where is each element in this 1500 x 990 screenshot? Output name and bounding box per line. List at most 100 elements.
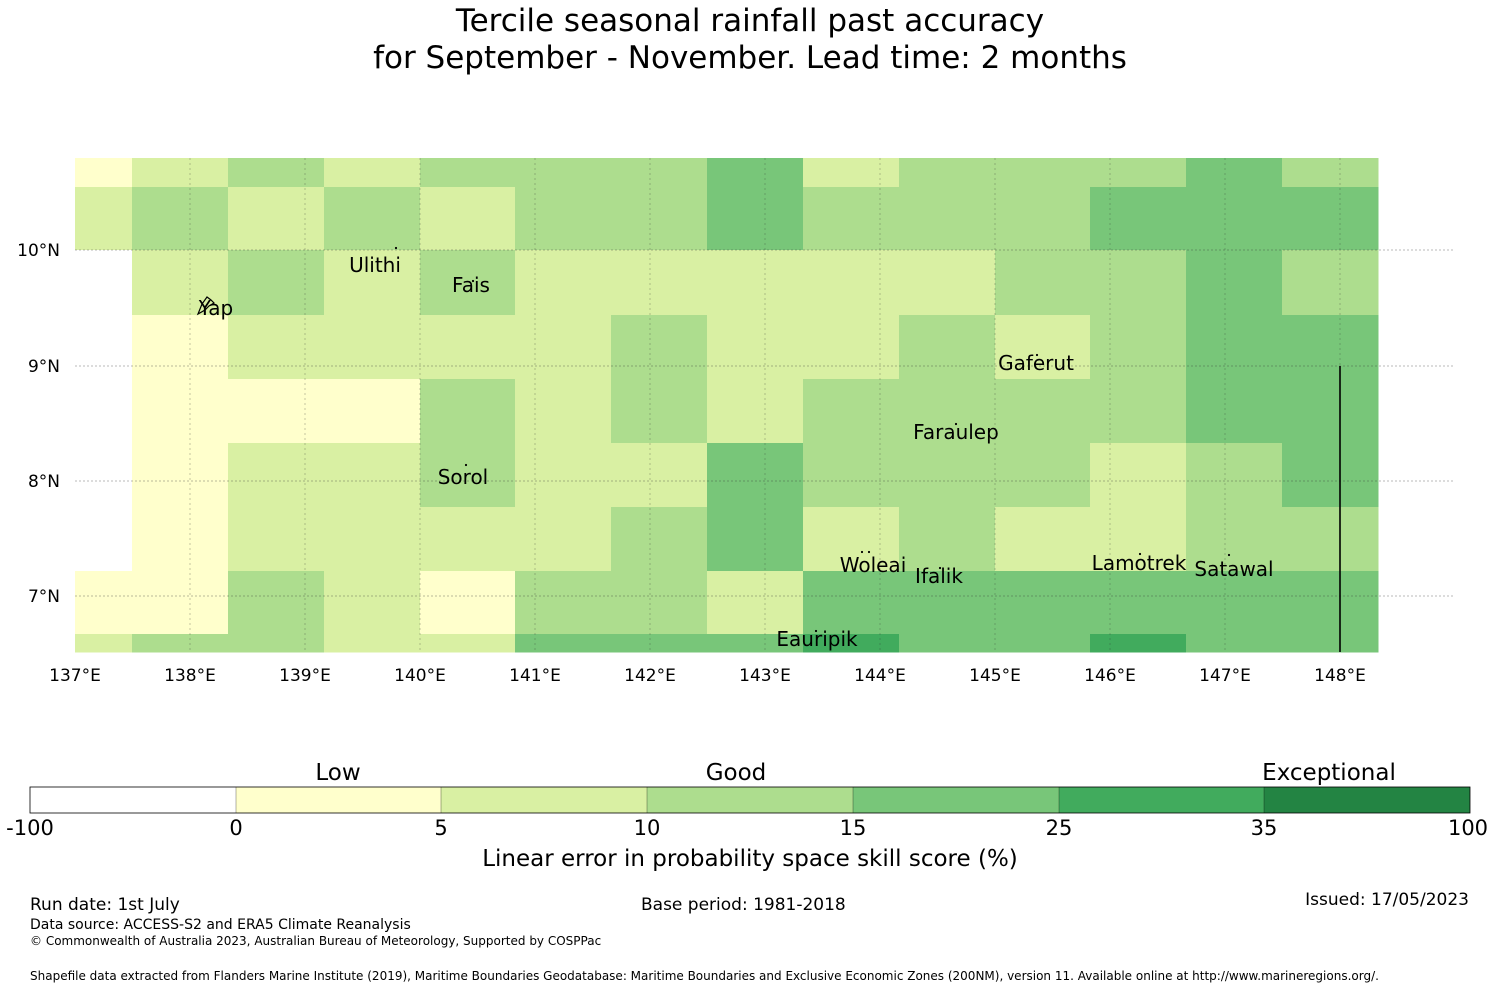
place-label: Lamotrek: [1092, 551, 1187, 575]
grid-cell: [995, 443, 1091, 508]
grid-cell: [132, 379, 229, 444]
grid-cell: [1282, 158, 1379, 188]
colorbar-category-low: Low: [315, 760, 361, 786]
grid-cell: [1282, 507, 1379, 572]
grid-cell: [420, 379, 516, 444]
colorbar-tick: 5: [434, 816, 448, 840]
grid-cell: [995, 507, 1091, 572]
grid-cell: [707, 379, 804, 444]
colorbar-segment: [1059, 787, 1264, 813]
grid-cell: [420, 634, 516, 653]
lon-tick-label: 142°E: [624, 666, 676, 686]
grid-cell: [515, 634, 612, 653]
colorbar-tick: 0: [229, 816, 243, 840]
colorbar: [29, 786, 1471, 814]
place-label: Eauripik: [776, 627, 858, 651]
lon-tick-label: 139°E: [279, 666, 331, 686]
colorbar-tick: 25: [1045, 816, 1073, 840]
grid-cell: [803, 187, 900, 251]
grid-cell: [1282, 187, 1379, 251]
grid-cell: [899, 315, 996, 380]
grid-cell: [995, 187, 1091, 251]
grid-cell: [75, 315, 133, 380]
grid-cell: [75, 443, 133, 508]
colorbar-tick: -100: [6, 816, 54, 840]
grid-cell: [995, 379, 1091, 444]
grid-cell: [803, 250, 900, 316]
grid-cell: [899, 634, 996, 653]
colorbar-tick: 100: [1447, 816, 1489, 840]
grid-cell: [899, 571, 996, 635]
grid-cell: [1282, 315, 1379, 380]
grid-cell: [1282, 443, 1379, 508]
grid-cell: [420, 187, 516, 251]
grid-cell: [420, 315, 516, 380]
grid-cell: [899, 250, 996, 316]
grid-cell: [611, 443, 708, 508]
island-marker: [464, 463, 468, 467]
place-label: Ulithi: [349, 253, 401, 277]
grid-cell: [420, 443, 516, 508]
island-marker: [814, 629, 818, 633]
grid-cell: [803, 571, 900, 635]
grid-cell: [324, 443, 421, 508]
grid-cell: [611, 315, 708, 380]
grid-cell: [515, 315, 612, 380]
grid-cell: [1090, 158, 1187, 188]
grid-cell: [899, 187, 996, 251]
grid-cell: [515, 443, 612, 508]
grid-cell: [1090, 187, 1187, 251]
lon-tick-label: 148°E: [1314, 666, 1366, 686]
grid-cell: [1186, 634, 1283, 653]
grid-cell: [1186, 158, 1283, 188]
grid-cell: [707, 571, 804, 635]
lat-tick-label: 10°N: [17, 241, 60, 261]
island-marker: [867, 550, 871, 554]
island-marker: [1138, 552, 1142, 556]
lat-tick-label: 9°N: [28, 357, 60, 377]
lon-tick-label: 144°E: [854, 666, 906, 686]
grid-cell: [515, 187, 612, 251]
grid-cell: [228, 443, 325, 508]
place-label: Sorol: [438, 465, 489, 489]
grid-cell: [228, 507, 325, 572]
grid-cell: [132, 158, 229, 188]
lon-tick-label: 140°E: [394, 666, 446, 686]
colorbar-outline: [29, 786, 1471, 814]
base-period: Base period: 1981-2018: [641, 895, 846, 915]
grid-cell: [1090, 443, 1187, 508]
grid-cell: [803, 158, 900, 188]
grid-cell: [803, 443, 900, 508]
skill-grid: [75, 158, 1379, 653]
grid-cell: [899, 158, 996, 188]
grid-cell: [1186, 507, 1283, 572]
grid-cell: [1186, 250, 1283, 316]
grid-cell: [515, 571, 612, 635]
issued-date: Issued: 17/05/2023: [1305, 890, 1469, 910]
island-marker: [938, 566, 942, 570]
grid-cell: [515, 379, 612, 444]
title-line-1: Tercile seasonal rainfall past accuracy: [455, 3, 1045, 39]
grid-cell: [707, 507, 804, 572]
lat-tick-label: 8°N: [28, 472, 60, 492]
colorbar-segment: [853, 787, 1059, 813]
grid-cell: [75, 187, 133, 251]
grid-cell: [324, 634, 421, 653]
grid-cell: [611, 571, 708, 635]
grid-cell: [75, 379, 133, 444]
grid-cell: [420, 571, 516, 635]
place-label: Woleai: [840, 553, 907, 577]
grid-cell: [1282, 571, 1379, 635]
grid-cell: [707, 250, 804, 316]
grid-cell: [324, 250, 421, 316]
grid-cell: [1282, 634, 1379, 653]
lon-tick-label: 146°E: [1084, 666, 1136, 686]
grid-cell: [611, 379, 708, 444]
lat-tick-label: 7°N: [28, 587, 60, 607]
island-marker: [394, 246, 398, 250]
grid-cell: [995, 158, 1091, 188]
longitude-labels: 137°E 138°E 139°E 140°E 141°E 142°E 143°E 144°E…: [49, 666, 1366, 686]
shapefile-credit: Shapefile data extracted from Flanders M…: [30, 969, 1379, 983]
colorbar-tick: 35: [1250, 816, 1278, 840]
colorbar-category-exceptional: Exceptional: [1262, 760, 1396, 786]
